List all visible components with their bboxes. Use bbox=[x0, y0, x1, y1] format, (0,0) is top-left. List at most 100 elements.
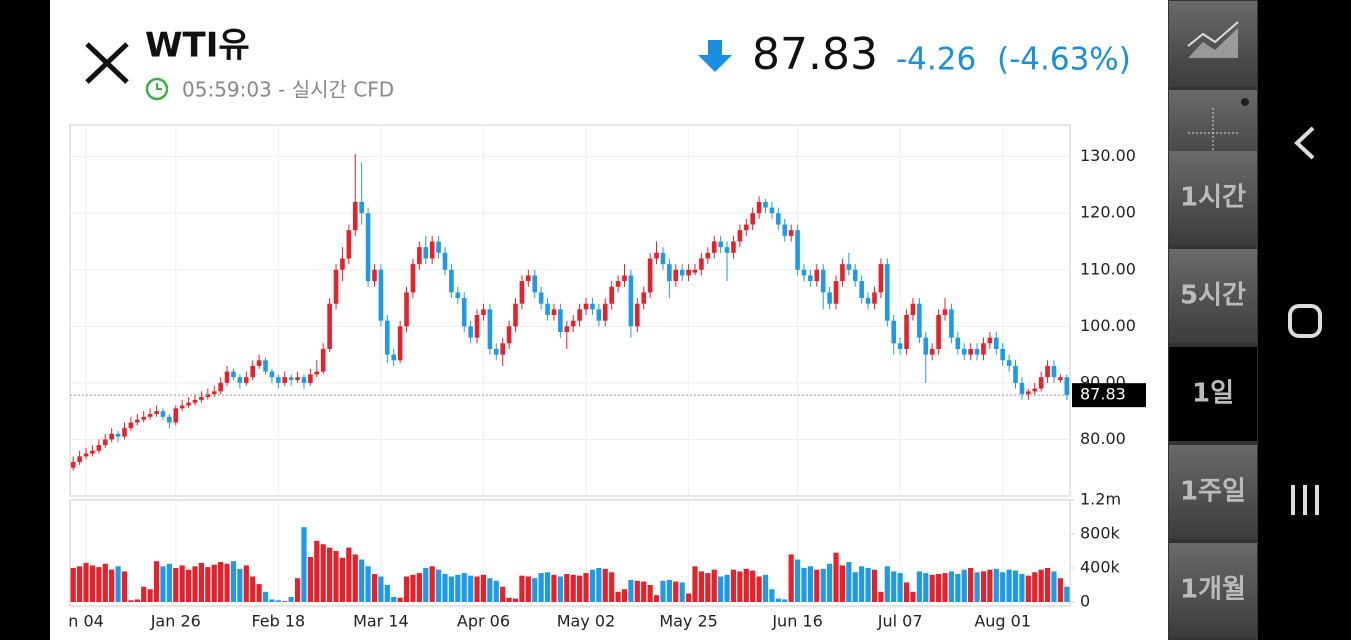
candle-body bbox=[372, 269, 377, 282]
volume-bar bbox=[500, 586, 506, 602]
timeframe-tab-label: 1주일 bbox=[1180, 477, 1246, 507]
candle-body bbox=[160, 411, 166, 417]
candle-body bbox=[487, 309, 493, 349]
candle-body bbox=[833, 281, 839, 304]
candle-body bbox=[814, 269, 820, 282]
y-tick-label: 100.00 bbox=[1080, 316, 1136, 335]
candle-body bbox=[77, 456, 82, 463]
candle-body bbox=[256, 360, 262, 366]
volume-bar bbox=[1057, 578, 1063, 602]
candle-body bbox=[224, 371, 230, 383]
candle-body bbox=[269, 371, 275, 378]
nav-back[interactable] bbox=[1294, 126, 1315, 160]
volume-bar bbox=[448, 576, 455, 602]
volume-bar bbox=[583, 573, 589, 602]
candle-body bbox=[635, 303, 640, 327]
volume-bar bbox=[474, 576, 480, 602]
candle-body bbox=[506, 326, 512, 344]
volume-bar bbox=[897, 573, 903, 602]
candle-body bbox=[1019, 382, 1025, 395]
volume-bar bbox=[641, 581, 647, 602]
volume-bar bbox=[551, 574, 557, 602]
candle-body bbox=[577, 309, 582, 321]
candle-body bbox=[90, 450, 95, 454]
candle-body bbox=[910, 303, 916, 316]
candle-body bbox=[282, 377, 288, 383]
candle-body bbox=[96, 445, 102, 451]
candle-body bbox=[743, 224, 749, 231]
candle-body bbox=[628, 275, 634, 327]
timeframe-tab-label: 1일 bbox=[1192, 379, 1234, 409]
candle-body bbox=[788, 230, 794, 236]
volume-bar bbox=[269, 599, 275, 602]
candle-body bbox=[243, 377, 249, 383]
timeframe-tab[interactable] bbox=[1169, 543, 1257, 637]
chart-icon bbox=[1188, 28, 1238, 58]
candle-body bbox=[615, 281, 621, 287]
candle-body bbox=[827, 292, 832, 304]
volume-bar bbox=[301, 527, 307, 602]
candle-body bbox=[423, 247, 429, 259]
timeframe-tab[interactable] bbox=[1169, 347, 1257, 441]
nav-recents[interactable] bbox=[1291, 485, 1319, 515]
volume-bar bbox=[70, 568, 76, 602]
volume-bar bbox=[256, 584, 262, 602]
x-tick-label: Aug 01 bbox=[974, 612, 1031, 631]
chart-icon-line bbox=[1187, 21, 1239, 47]
quote-time: 05:59:03 - 실시간 CFD bbox=[182, 78, 394, 102]
candle-body bbox=[1026, 391, 1031, 395]
candle-body bbox=[519, 281, 525, 304]
candle-body bbox=[365, 213, 371, 282]
volume-bar bbox=[756, 576, 762, 602]
volume-bar bbox=[153, 561, 160, 602]
candle-body bbox=[993, 337, 999, 349]
volume-bar bbox=[615, 591, 621, 602]
chart-type-button[interactable] bbox=[1169, 1, 1257, 87]
volume-bar bbox=[833, 552, 839, 602]
volume-bar bbox=[827, 563, 833, 602]
candle-body bbox=[846, 264, 852, 270]
timeframe-tab[interactable] bbox=[1169, 249, 1257, 343]
volume-bar bbox=[916, 571, 922, 602]
candle-body bbox=[333, 269, 339, 304]
close-button[interactable] bbox=[85, 42, 129, 84]
volume-bar bbox=[352, 554, 358, 602]
volume-bar bbox=[762, 574, 769, 602]
volume-bar bbox=[839, 565, 846, 602]
candle-body bbox=[128, 422, 134, 429]
candle-body bbox=[135, 419, 140, 423]
volume-bar bbox=[1064, 586, 1070, 602]
volume-bar bbox=[737, 571, 743, 602]
volume-pane bbox=[69, 499, 1071, 607]
volume-bar bbox=[493, 580, 499, 602]
candle-body bbox=[237, 377, 243, 383]
volume-bar bbox=[711, 569, 717, 602]
candle-body bbox=[154, 411, 159, 414]
candle-body bbox=[179, 405, 185, 409]
candle-body bbox=[1064, 377, 1070, 396]
volume-bar bbox=[230, 561, 237, 602]
volume-bar bbox=[974, 572, 980, 602]
candle-body bbox=[859, 281, 864, 299]
candle-body bbox=[981, 343, 986, 355]
volume-bar bbox=[1000, 572, 1006, 602]
candle-body bbox=[763, 201, 768, 208]
candle-body bbox=[737, 230, 743, 242]
candle-body bbox=[167, 416, 172, 423]
candle-body bbox=[961, 348, 967, 355]
candle-body bbox=[359, 201, 364, 214]
volume-tick-label: 800k bbox=[1080, 524, 1121, 543]
nav-home[interactable] bbox=[1288, 304, 1322, 338]
volume-bar bbox=[384, 585, 390, 602]
candle-body bbox=[897, 343, 903, 349]
volume-bar bbox=[224, 563, 230, 602]
timeframe-tab[interactable] bbox=[1169, 151, 1257, 245]
volume-bar bbox=[923, 573, 929, 602]
volume-bar bbox=[185, 569, 192, 602]
candle-body bbox=[115, 433, 121, 437]
volume-bar bbox=[718, 576, 724, 602]
candle-body bbox=[295, 377, 300, 381]
timeframe-tab[interactable] bbox=[1169, 445, 1257, 539]
candle-body bbox=[109, 433, 114, 440]
volume-bar bbox=[589, 569, 596, 602]
